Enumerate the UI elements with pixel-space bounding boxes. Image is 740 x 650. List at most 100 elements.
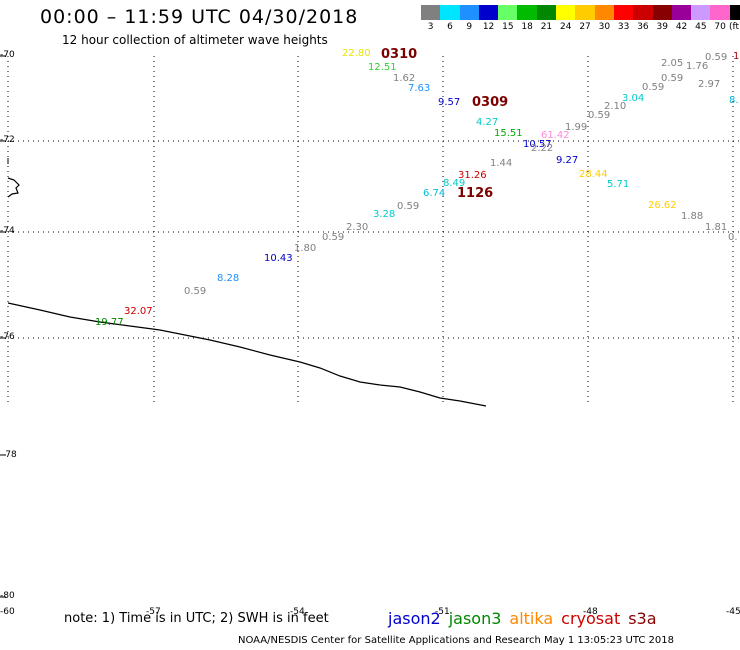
satellite-legend: jason2 jason3 altika cryosat s3a [388, 609, 665, 628]
longitude-label: -54 [290, 607, 305, 617]
latitude-label: -78 [2, 450, 17, 460]
pass-timestamp: 1126 [457, 186, 494, 201]
wave-height-value: 8.28 [217, 273, 240, 284]
wave-height-value: 7.63 [408, 83, 431, 94]
legend-swatch [729, 5, 740, 20]
latitude-label: -80 [0, 591, 15, 601]
wave-height-value: 10.43 [264, 253, 293, 264]
wave-height-value: 4.27 [476, 117, 499, 128]
legend-label: 21 [540, 22, 553, 32]
satellite-name: jason2 [388, 609, 441, 628]
credit-line: NOAA/NESDIS Center for Satellite Applica… [238, 635, 674, 646]
wave-height-value: 1.81 [705, 222, 728, 233]
latitude-label: -70 [0, 50, 15, 60]
wave-height-value: 2.22 [531, 143, 554, 154]
wave-height-value: 1.99 [565, 122, 588, 133]
wave-height-value: 2.30 [346, 222, 369, 233]
legend-label: 27 [579, 22, 591, 32]
satellite-name: s3a [628, 609, 657, 628]
longitude-label: -51 [435, 607, 450, 617]
legend-label: 3 [427, 22, 434, 32]
legend-swatch [517, 5, 537, 20]
wave-height-value: 1.76 [686, 61, 709, 72]
longitude-label: -45 [726, 607, 740, 617]
map-title: 00:00 – 11:59 UTC 04/30/2018 [40, 6, 359, 28]
wave-height-value: 28.44 [579, 169, 608, 180]
satellite-name: cryosat [561, 609, 621, 628]
color-legend [421, 5, 740, 20]
legend-label: 39 [656, 22, 668, 32]
wave-height-value: 12.51 [368, 62, 397, 73]
wave-height-value: 0.59 [322, 232, 345, 243]
legend-swatch [575, 5, 595, 20]
legend-swatch [594, 5, 614, 20]
satellite-name: altika [509, 609, 554, 628]
wave-height-value: 8.49 [443, 178, 466, 189]
wave-height-value: 0.59 [642, 82, 665, 93]
wave-height-value: 1.88 [681, 211, 704, 222]
wave-height-value: 0.59 [588, 110, 611, 121]
legend-swatch [536, 5, 557, 20]
wave-height-value: 61.42 [541, 130, 570, 141]
legend-swatch [710, 5, 730, 20]
longitude-label: -60 [0, 607, 15, 617]
wave-height-value: 3.28 [373, 209, 396, 220]
wave-height-value: 9.57 [438, 97, 461, 108]
legend-swatch [671, 5, 692, 20]
wave-height-value: 0. [728, 232, 738, 243]
legend-unit: (ft) [729, 22, 740, 32]
wave-height-value: 1 [733, 51, 740, 62]
latitude-label: -72 [0, 135, 15, 145]
legend-swatch [478, 5, 499, 20]
wave-height-value: 1.44 [490, 158, 513, 169]
legend-label: 70 [714, 22, 726, 32]
legend-label: 12 [482, 22, 495, 32]
legend-label: 15 [502, 22, 514, 32]
wave-height-value: 32.07 [124, 306, 153, 317]
wave-height-value: 1.62 [393, 73, 416, 84]
pass-timestamp: 0310 [381, 47, 418, 62]
legend-swatch [459, 5, 479, 20]
legend-swatch [556, 5, 576, 20]
wave-height-value: 6.74 [423, 188, 446, 199]
wave-height-value: 0.59 [184, 286, 207, 297]
legend-swatch [633, 5, 653, 20]
wave-height-value: 0.59 [397, 201, 420, 212]
legend-label: 30 [598, 22, 611, 32]
wave-height-value: 31.26 [458, 170, 487, 181]
wave-height-value: 3.04 [622, 93, 645, 104]
island-outline [7, 177, 20, 198]
longitude-label: -48 [583, 607, 598, 617]
wave-height-value: 8. [729, 95, 739, 106]
latitude-label: -74 [0, 226, 15, 236]
legend-label: 33 [617, 22, 630, 32]
graticule [7, 56, 740, 405]
footer-note: note: 1) Time is in UTC; 2) SWH is in fe… [64, 611, 329, 626]
wave-height-value: 19.77 [95, 317, 124, 328]
legend-label: 24 [560, 22, 572, 32]
wave-height-value: 2.05 [661, 58, 684, 69]
legend-label: 36 [637, 22, 649, 32]
pass-timestamp: 0309 [472, 95, 509, 110]
wave-height-value: 26.62 [648, 200, 677, 211]
wave-height-value: 22.80 [342, 48, 371, 59]
legend-label: 6 [447, 22, 453, 32]
wave-height-value: 0.59 [661, 73, 684, 84]
legend-label: 42 [675, 22, 688, 32]
coastline [7, 302, 487, 407]
latitude-label: -76 [0, 332, 15, 342]
legend-swatch [613, 5, 634, 20]
legend-swatch [440, 5, 460, 20]
legend-swatch [691, 5, 711, 20]
wave-height-value: 15.51 [494, 128, 523, 139]
legend-swatch [421, 5, 441, 20]
wave-height-value: 10.57 [523, 139, 552, 150]
legend-label: 18 [521, 22, 533, 32]
wave-height-value: 1.80 [294, 243, 317, 254]
legend-label: 9 [466, 22, 473, 32]
wave-height-value: 5.71 [607, 179, 630, 190]
wave-height-value: 9.27 [556, 155, 579, 166]
legend-swatch [498, 5, 518, 20]
